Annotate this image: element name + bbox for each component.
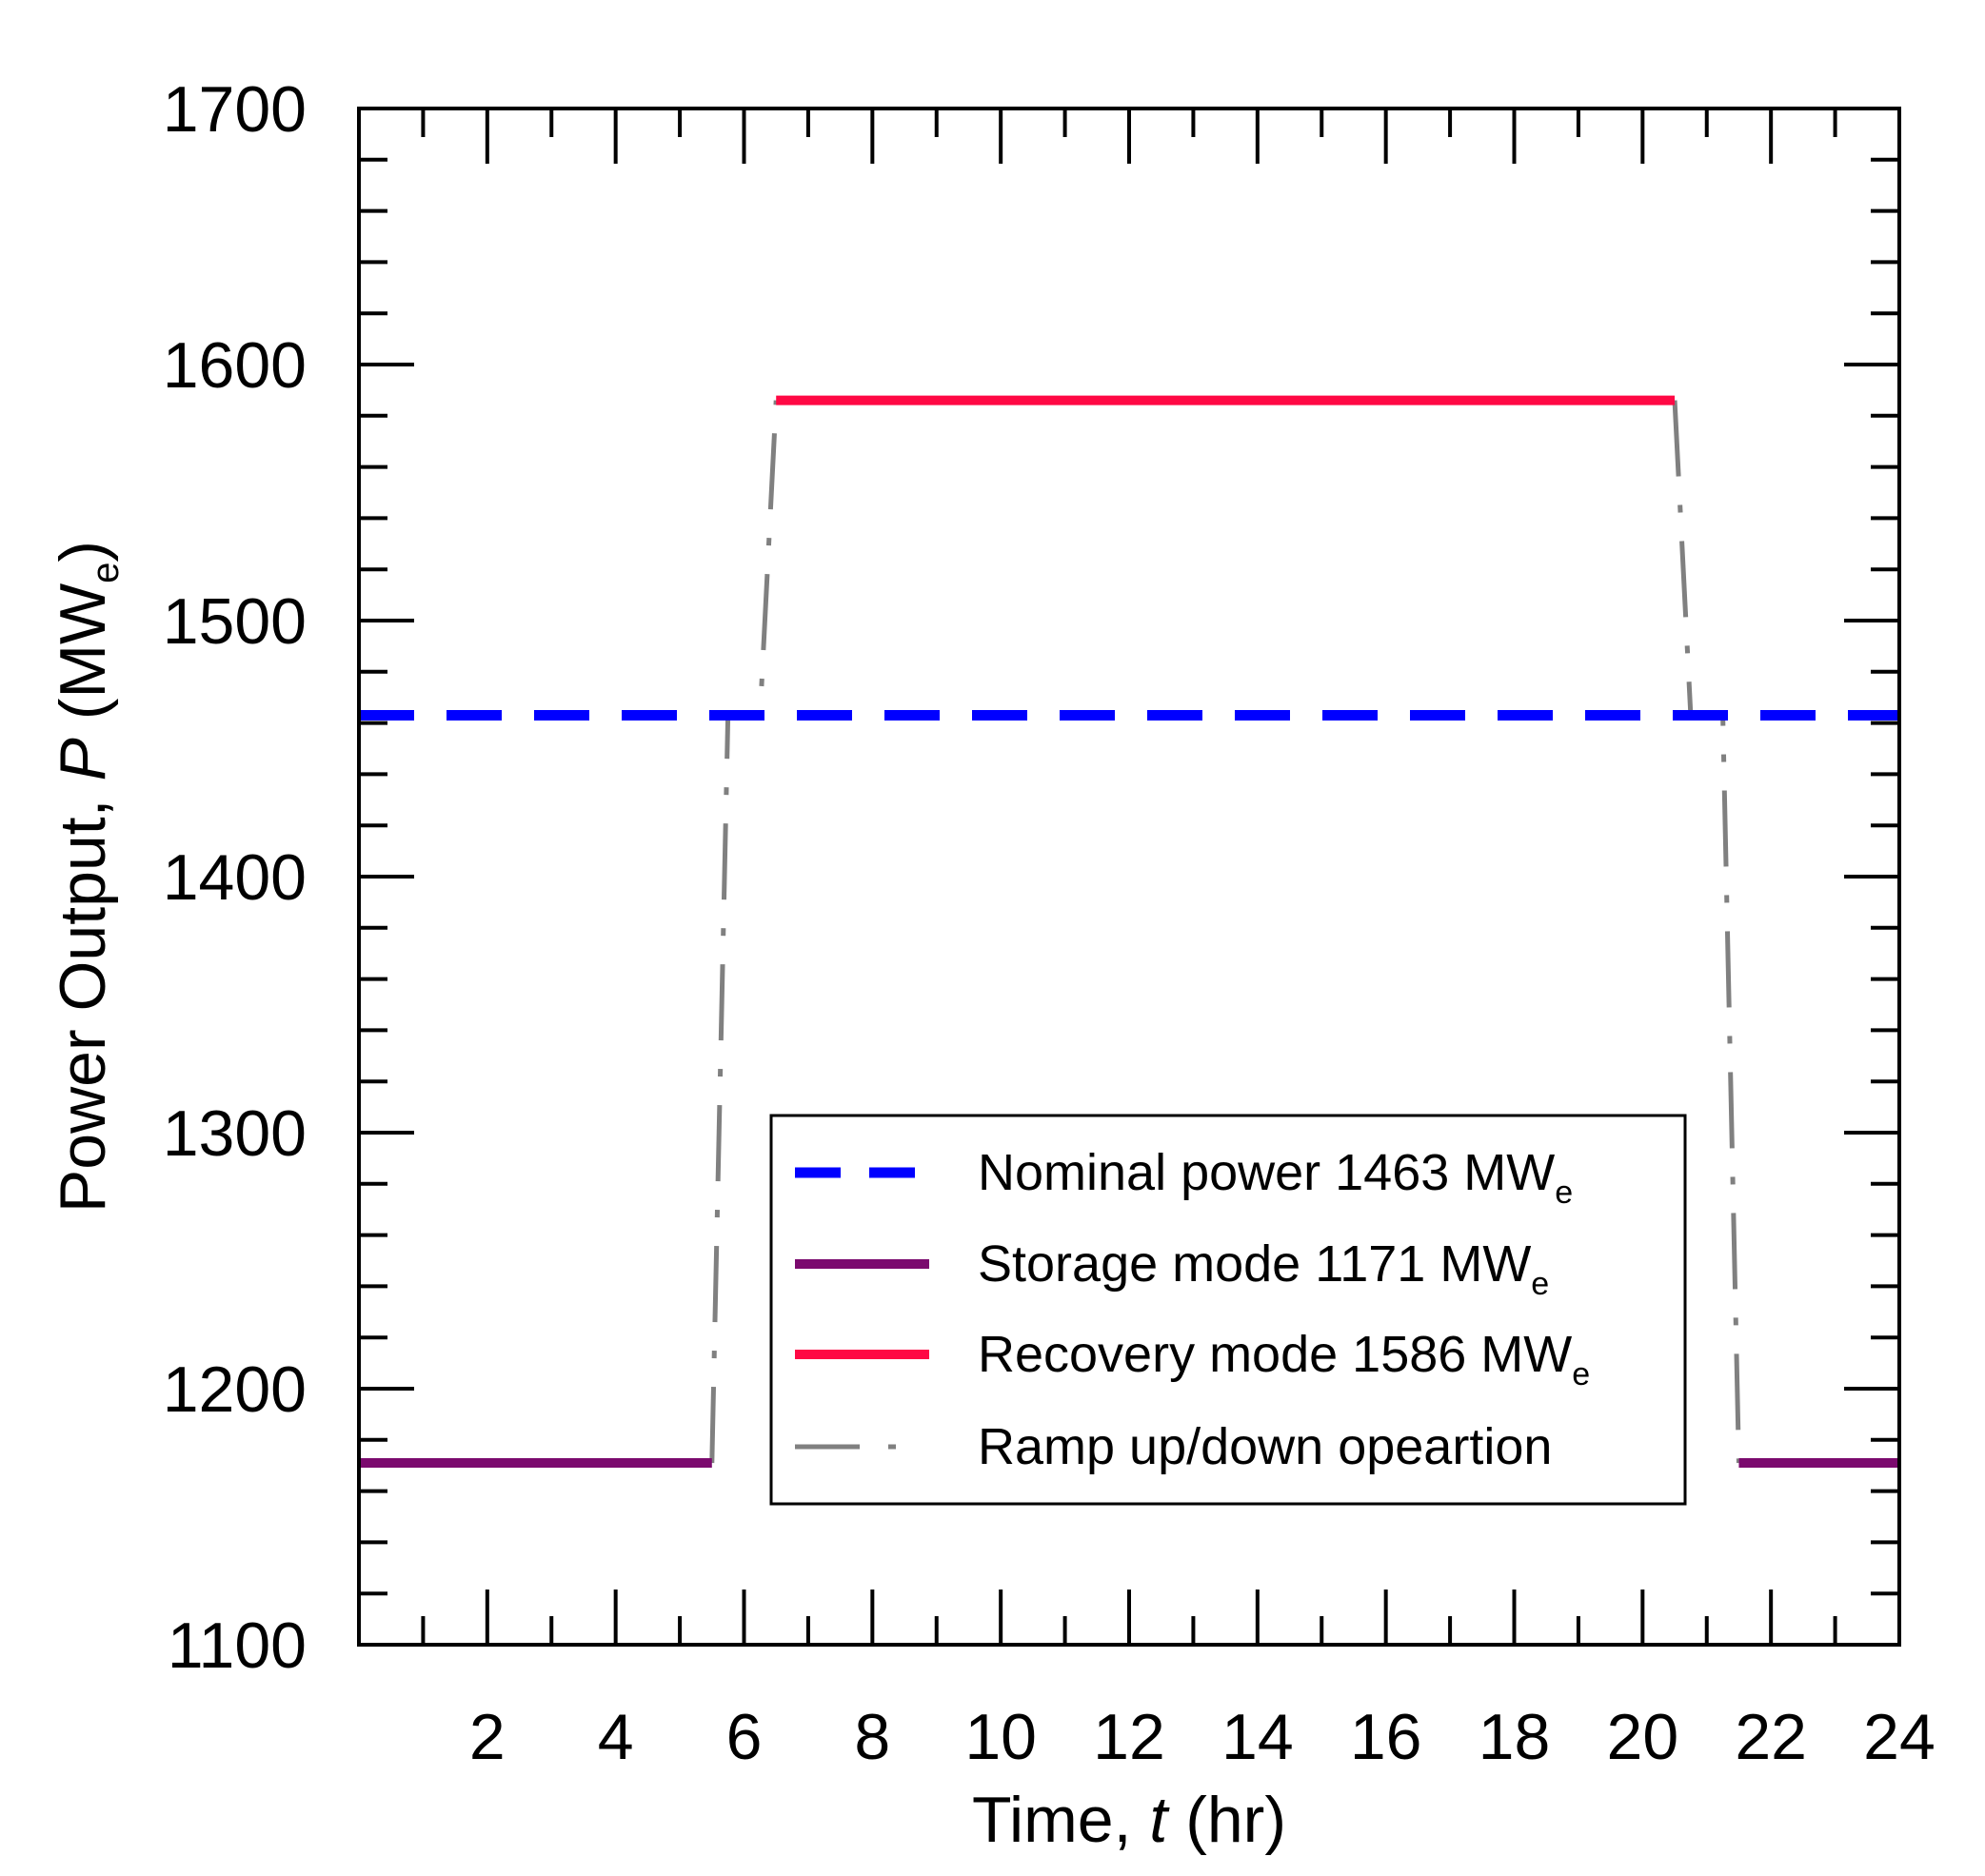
x-tick-label: 10 — [964, 1701, 1037, 1773]
y-tick-label: 1500 — [163, 585, 307, 658]
y-tick-label: 1600 — [163, 329, 307, 402]
series-layer — [359, 395, 1899, 1469]
legend-label: Recovery mode 1586 MWe — [978, 1326, 1590, 1392]
legend: Nominal power 1463 MWe Storage mode 1171 … — [769, 1114, 1687, 1506]
y-tick-label: 1100 — [168, 1609, 307, 1682]
y-tick-label: 1300 — [163, 1097, 307, 1170]
x-tick-label: 20 — [1607, 1701, 1679, 1773]
y-tick-label: 1200 — [163, 1353, 307, 1426]
x-tick-label: 18 — [1479, 1701, 1551, 1773]
x-tick-label: 24 — [1863, 1701, 1935, 1773]
y-tick-label: 1400 — [163, 841, 307, 914]
x-tick-label: 22 — [1735, 1701, 1807, 1773]
legend-label: Storage mode 1171 MWe — [978, 1235, 1549, 1302]
x-tick-label: 14 — [1221, 1701, 1294, 1773]
series-line-3 — [709, 400, 779, 1464]
x-tick-label: 12 — [1093, 1701, 1165, 1773]
y-axis-label: Power Output, P (MWe) — [47, 541, 127, 1213]
x-tick-label: 6 — [726, 1701, 763, 1773]
x-tick-label: 8 — [854, 1701, 890, 1773]
x-tick-label: 16 — [1350, 1701, 1422, 1773]
x-axis-label: Time, t (hr) — [972, 1784, 1286, 1856]
x-tick-label: 2 — [469, 1701, 506, 1773]
x-tick-label: 4 — [598, 1701, 634, 1773]
legend-label: Ramp up/down opeartion — [978, 1418, 1552, 1475]
legend-box — [769, 1114, 1687, 1506]
y-tick-label: 1700 — [163, 73, 307, 146]
legend-label: Nominal power 1463 MWe — [978, 1144, 1573, 1211]
plot-frame — [357, 107, 1901, 1647]
